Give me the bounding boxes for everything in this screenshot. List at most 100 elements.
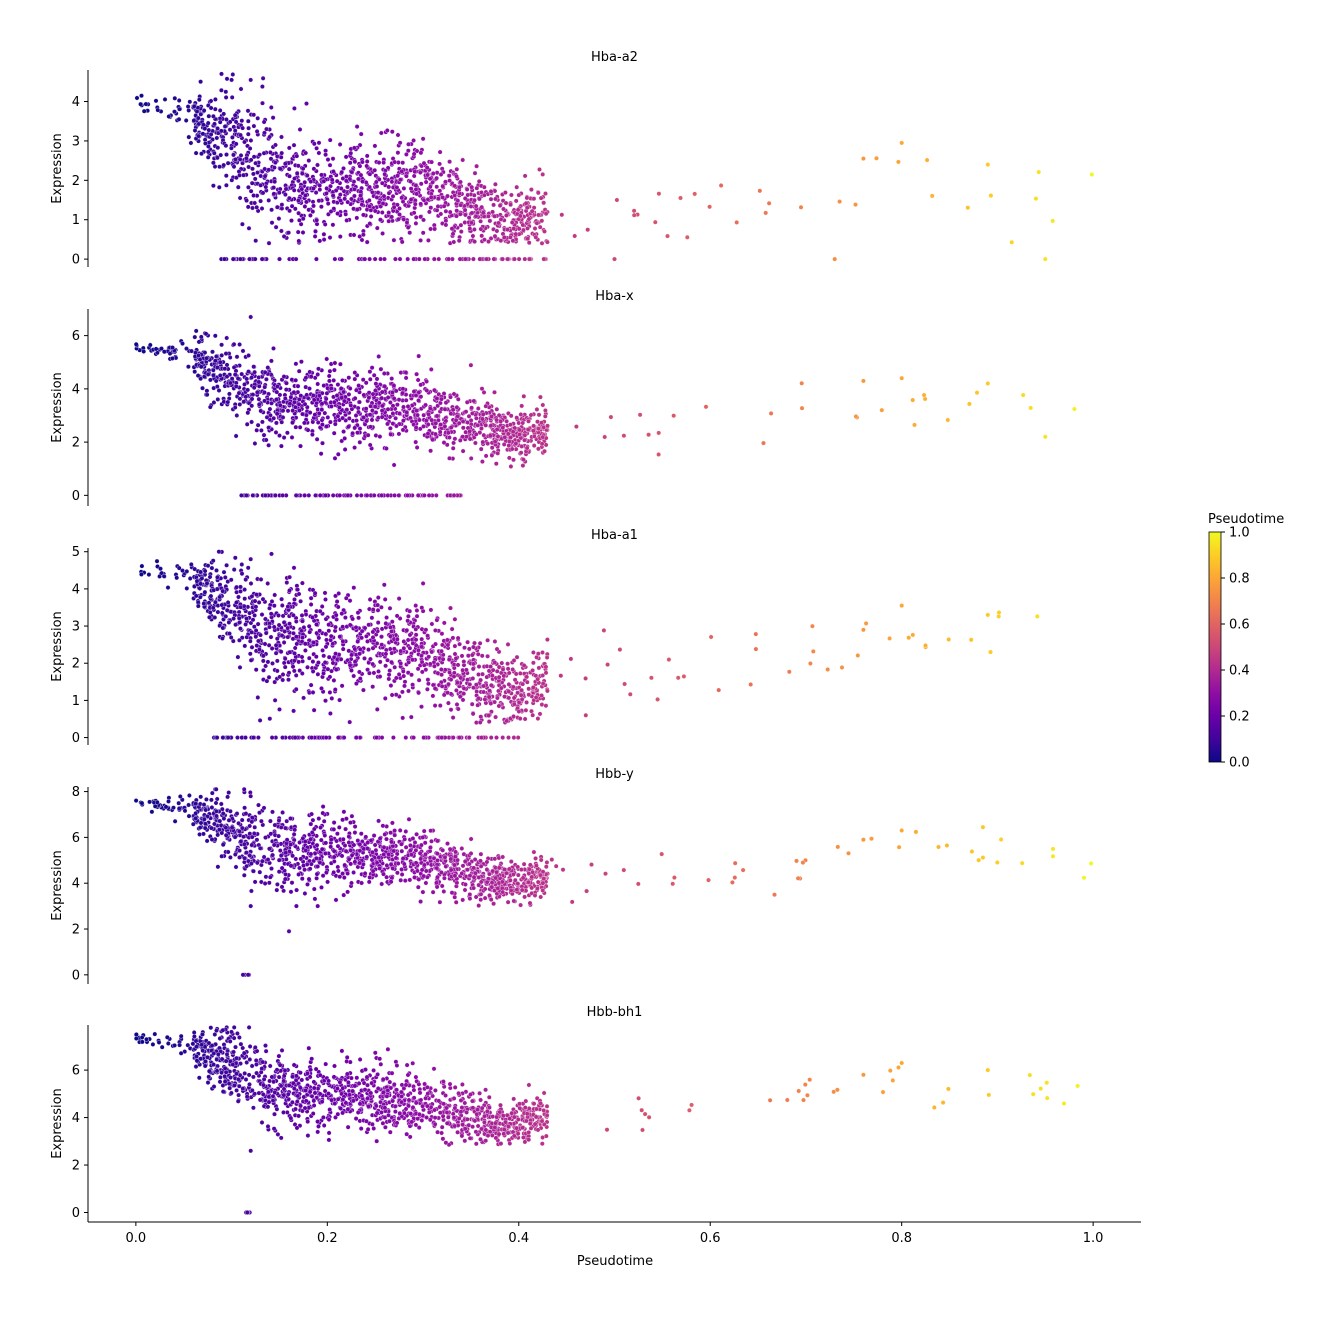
data-point <box>236 595 240 599</box>
data-point <box>406 689 410 693</box>
data-point <box>268 717 272 721</box>
data-point <box>238 196 242 200</box>
data-point <box>185 569 189 573</box>
data-point <box>357 652 361 656</box>
y-tick-label: 2 <box>72 174 80 189</box>
data-point <box>439 397 443 401</box>
data-point <box>479 426 483 430</box>
data-point <box>484 257 488 261</box>
data-point <box>398 141 402 145</box>
data-point <box>462 686 466 690</box>
data-point <box>196 353 200 357</box>
data-point <box>380 735 384 739</box>
data-point <box>194 594 198 598</box>
data-point <box>246 126 250 130</box>
data-point <box>249 658 253 662</box>
data-point <box>260 206 264 210</box>
data-point <box>256 695 260 699</box>
data-point <box>523 433 527 437</box>
data-point <box>293 735 297 739</box>
data-point <box>207 128 211 132</box>
data-point <box>397 398 401 402</box>
data-point <box>226 735 230 739</box>
data-point <box>385 658 389 662</box>
data-point <box>327 623 331 627</box>
data-point <box>421 890 425 894</box>
data-point <box>501 667 505 671</box>
data-point <box>494 735 498 739</box>
data-point <box>212 822 216 826</box>
data-point <box>311 209 315 213</box>
data-point <box>223 575 227 579</box>
data-point <box>417 354 421 358</box>
data-point <box>419 182 423 186</box>
data-point <box>538 225 542 229</box>
data-point <box>412 211 416 215</box>
data-point <box>488 664 492 668</box>
data-point <box>532 443 536 447</box>
scatter-points <box>134 315 1077 498</box>
data-point <box>200 386 204 390</box>
data-point <box>271 116 275 120</box>
data-point <box>468 682 472 686</box>
data-point <box>296 198 300 202</box>
y-tick-label: 6 <box>72 329 80 344</box>
data-point <box>512 696 516 700</box>
data-point <box>331 493 335 497</box>
data-point <box>335 179 339 183</box>
data-point <box>836 845 840 849</box>
data-point <box>318 239 322 243</box>
data-point <box>211 161 215 165</box>
data-point <box>188 100 192 104</box>
data-point <box>186 803 190 807</box>
data-point <box>258 718 262 722</box>
data-point <box>328 138 332 142</box>
y-tick-label: 2 <box>72 657 80 672</box>
data-point <box>329 634 333 638</box>
data-point <box>233 157 237 161</box>
data-point <box>451 715 455 719</box>
data-point <box>986 162 990 166</box>
data-point <box>534 695 538 699</box>
data-point <box>356 611 360 615</box>
data-point <box>419 202 423 206</box>
data-point <box>287 174 291 178</box>
data-point <box>252 370 256 374</box>
data-point <box>425 687 429 691</box>
data-point <box>422 198 426 202</box>
data-point <box>517 428 521 432</box>
data-point <box>292 188 296 192</box>
data-point <box>524 201 528 205</box>
data-point <box>383 664 387 668</box>
data-point <box>324 617 328 621</box>
data-point <box>256 639 260 643</box>
data-point <box>286 231 290 235</box>
data-point <box>536 677 540 681</box>
data-point <box>381 201 385 205</box>
data-point <box>325 391 329 395</box>
data-point <box>240 572 244 576</box>
data-point <box>209 594 213 598</box>
data-point <box>345 408 349 412</box>
data-point <box>519 693 523 697</box>
data-point <box>460 654 464 658</box>
data-point <box>274 225 278 229</box>
data-point <box>348 663 352 667</box>
data-point <box>251 735 255 739</box>
data-point <box>263 167 267 171</box>
data-point <box>372 671 376 675</box>
data-point <box>326 667 330 671</box>
data-point <box>410 658 414 662</box>
data-point <box>280 420 284 424</box>
data-point <box>287 209 291 213</box>
data-point <box>328 638 332 642</box>
data-point <box>219 88 223 92</box>
data-point <box>365 159 369 163</box>
data-point <box>243 644 247 648</box>
data-point <box>401 418 405 422</box>
data-point <box>465 640 469 644</box>
data-point <box>289 395 293 399</box>
data-point <box>318 629 322 633</box>
data-point <box>388 426 392 430</box>
y-axis-label: Expression <box>50 611 65 682</box>
